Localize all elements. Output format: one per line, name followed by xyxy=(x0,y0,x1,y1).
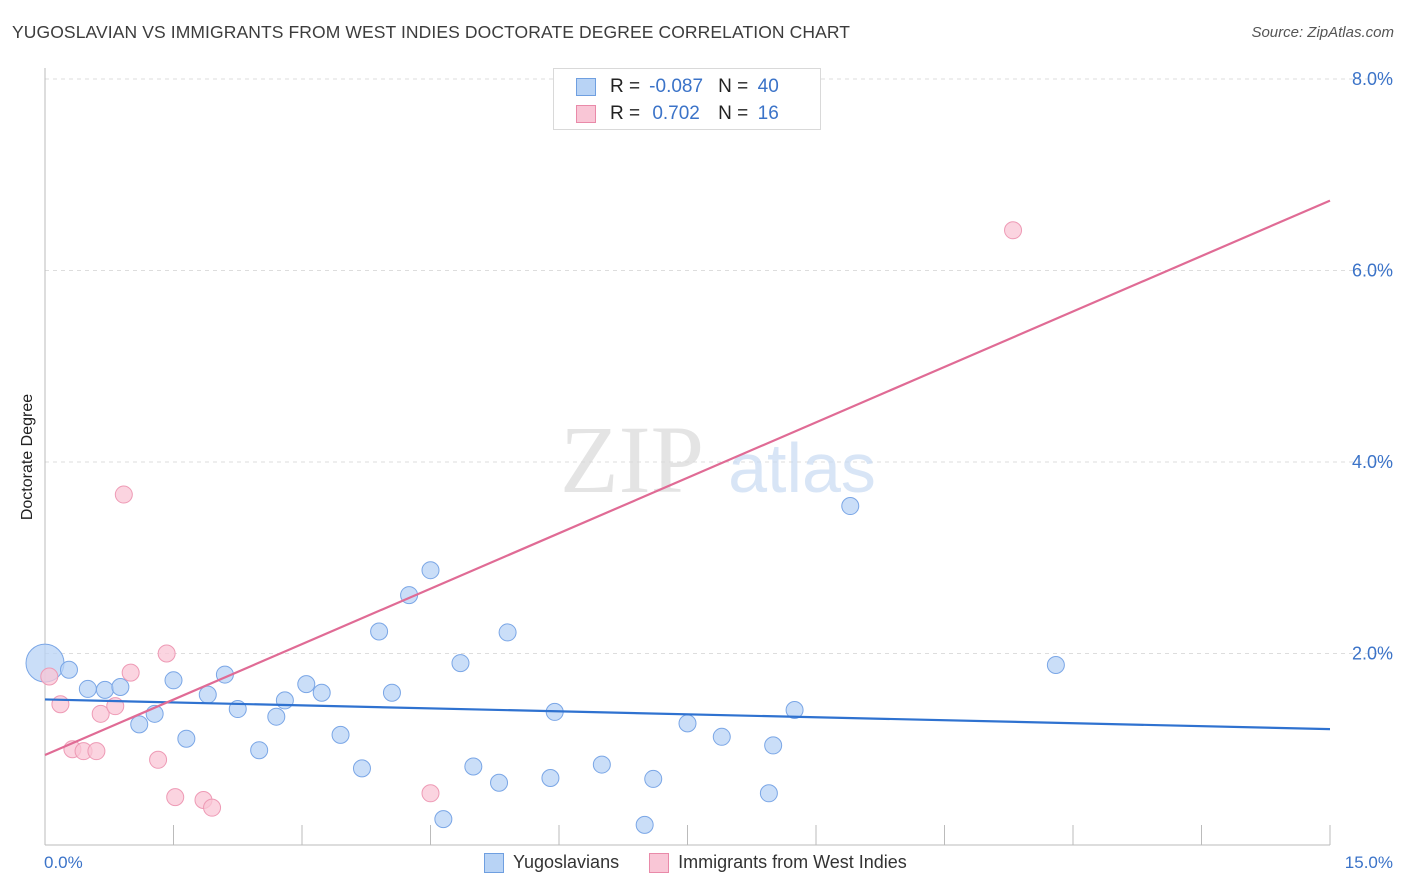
point-yugoslavians xyxy=(331,725,350,744)
point-yugoslavians xyxy=(297,675,316,694)
series-legend: Yugoslavians Immigrants from West Indies xyxy=(484,852,937,873)
legend-item-yugoslavians[interactable]: Yugoslavians xyxy=(484,852,619,873)
point-yugoslavians xyxy=(275,691,294,710)
point-yugoslavians xyxy=(541,768,560,787)
point-west-indies xyxy=(121,663,140,682)
point-yugoslavians xyxy=(370,622,389,641)
point-yugoslavians xyxy=(434,810,453,829)
watermark-zip: ZIP xyxy=(560,406,704,513)
n-label: N = xyxy=(718,76,749,97)
x-tick-label-max: 15.0% xyxy=(1344,853,1393,872)
point-yugoslavians xyxy=(198,685,217,704)
x-tick-label-min: 0.0% xyxy=(44,853,83,872)
point-west-indies xyxy=(157,644,176,663)
r-value: 0.702 xyxy=(652,103,700,124)
r-label: R = xyxy=(610,103,641,124)
n-label: N = xyxy=(718,103,749,124)
point-west-indies xyxy=(149,750,168,769)
legend-item-west-indies[interactable]: Immigrants from West Indies xyxy=(649,852,907,873)
point-west-indies xyxy=(166,788,185,807)
point-yugoslavians xyxy=(312,683,331,702)
point-yugoslavians xyxy=(635,815,654,834)
y-tick-label: 2.0% xyxy=(1352,644,1393,664)
gridlines xyxy=(45,78,1392,654)
point-yugoslavians xyxy=(130,715,149,734)
point-yugoslavians xyxy=(421,561,440,580)
point-yugoslavians xyxy=(111,678,130,697)
point-yugoslavians xyxy=(841,497,860,516)
point-yugoslavians xyxy=(267,707,286,726)
data-points xyxy=(25,221,1065,834)
point-west-indies xyxy=(114,485,133,504)
point-yugoslavians xyxy=(712,727,731,746)
point-yugoslavians xyxy=(498,623,517,642)
point-yugoslavians xyxy=(785,700,804,719)
watermark-atlas: atlas xyxy=(728,429,876,507)
y-tick-label: 4.0% xyxy=(1352,452,1393,472)
point-yugoslavians xyxy=(250,741,269,760)
point-west-indies xyxy=(51,695,70,714)
y-tick-label: 6.0% xyxy=(1352,261,1393,281)
point-yugoslavians xyxy=(78,679,97,698)
point-yugoslavians xyxy=(382,683,401,702)
point-west-indies xyxy=(87,742,106,761)
swatch-yugoslavians xyxy=(576,78,596,96)
point-yugoslavians xyxy=(451,654,470,673)
trend-lines xyxy=(44,199,1331,757)
point-yugoslavians xyxy=(464,757,483,776)
point-yugoslavians xyxy=(764,736,783,755)
n-value: 16 xyxy=(757,103,779,124)
chart-title: YUGOSLAVIAN VS IMMIGRANTS FROM WEST INDI… xyxy=(12,22,851,42)
point-yugoslavians xyxy=(177,729,196,748)
watermark: ZIP atlas xyxy=(560,406,876,513)
legend-label-yugoslavians: Yugoslavians xyxy=(513,852,620,872)
point-yugoslavians xyxy=(95,680,114,699)
axes xyxy=(44,68,1331,846)
stats-legend-row-west-indies: R = 0.702 N = 16 xyxy=(576,101,788,127)
y-tick-labels: 2.0% 4.0% 6.0% 8.0% xyxy=(1352,69,1393,664)
point-yugoslavians xyxy=(759,784,778,803)
source-label: Source: ZipAtlas.com xyxy=(1251,24,1394,41)
trend-line-yugoslavians xyxy=(44,698,1331,731)
point-yugoslavians xyxy=(1046,655,1065,674)
point-yugoslavians xyxy=(59,660,78,679)
stats-legend: R = -0.087 N = 40 R = 0.702 N = 16 xyxy=(553,68,821,130)
point-west-indies xyxy=(40,667,59,686)
point-west-indies xyxy=(1004,221,1023,240)
legend-swatch-yugoslavians xyxy=(484,852,504,873)
swatch-west-indies xyxy=(576,105,596,123)
point-yugoslavians xyxy=(490,773,509,792)
point-yugoslavians xyxy=(164,671,183,690)
point-west-indies xyxy=(421,784,440,803)
r-label: R = xyxy=(610,76,641,97)
legend-swatch-west-indies xyxy=(649,852,670,873)
point-yugoslavians xyxy=(352,759,371,778)
point-west-indies xyxy=(91,704,110,723)
trend-line-west-indies xyxy=(44,199,1331,757)
n-value: 40 xyxy=(757,76,779,97)
y-tick-label: 8.0% xyxy=(1352,69,1393,89)
point-yugoslavians xyxy=(678,714,697,733)
legend-label-west-indies: Immigrants from West Indies xyxy=(678,852,907,872)
point-yugoslavians xyxy=(592,755,611,774)
point-yugoslavians xyxy=(644,769,663,788)
stats-legend-row-yugoslavians: R = -0.087 N = 40 xyxy=(576,74,788,100)
point-west-indies xyxy=(203,798,222,817)
r-value: -0.087 xyxy=(649,76,704,97)
